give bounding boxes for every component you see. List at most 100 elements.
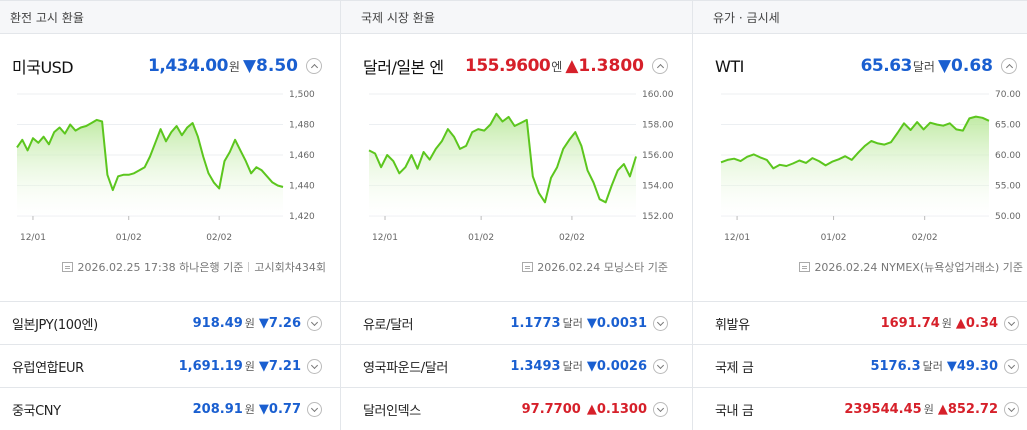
x-tick-label: 01/02 <box>468 233 494 243</box>
list-item[interactable]: 유로/달러 1.1773 달러 ▼0.0031 <box>341 302 692 345</box>
row-value: 1,691.19 <box>178 358 243 374</box>
row-unit: 달러 <box>922 360 943 373</box>
row-change: ▼0.77 <box>258 401 301 417</box>
row-value: 239544.45 <box>844 401 922 417</box>
commodity-change: ▼0.68 <box>937 56 993 76</box>
section-title[interactable]: 국제 시장 환율 <box>341 1 692 34</box>
document-icon <box>522 262 534 272</box>
source-date: 2026.02.24 NYMEX(뉴욕상업거래소) 기준 <box>814 261 1023 274</box>
wti-chart: 70.00 65.00 60.00 55.00 50.00 12/01 01/02 02/02 <box>720 90 1021 243</box>
currency-unit: 엔 <box>551 59 563 74</box>
row-change: ▼0.0031 <box>586 315 647 331</box>
source-meta: 2026.02.25 17:38 하나은행 기준 고시회차434회 <box>62 259 326 275</box>
y-tick-label: 70.00 <box>995 90 1021 100</box>
x-tick-label: 02/02 <box>559 233 585 243</box>
x-tick-label: 02/02 <box>206 233 232 243</box>
expand-chevron-icon[interactable] <box>307 358 322 374</box>
row-change: ▼49.30 <box>946 358 998 374</box>
list-item[interactable]: 국제 금 5176.3 달러 ▼49.30 <box>693 345 1027 388</box>
collapse-chevron-icon[interactable] <box>652 58 668 74</box>
series-area <box>17 119 283 216</box>
list-item[interactable]: 국내 금 239544.45 원 ▲852.72 <box>693 388 1027 430</box>
section-title[interactable]: 환전 고시 환율 <box>0 1 340 34</box>
row-change: ▼0.0026 <box>586 358 647 374</box>
currency-value: 155.9600 <box>465 56 551 76</box>
main-quote[interactable]: 달러/일본 엔 155.9600 엔 ▲1.3800 <box>363 54 668 78</box>
row-unit: 원 <box>244 360 255 373</box>
row-unit: 원 <box>923 403 934 416</box>
expand-chevron-icon[interactable] <box>1004 401 1019 417</box>
row-value: 918.49 <box>192 315 243 331</box>
row-name: 국제 금 <box>715 360 754 376</box>
row-name: 달러인덱스 <box>363 403 421 419</box>
series-area <box>369 113 636 216</box>
exchange-rate-section: 환전 고시 환율 미국USD 1,434.00 원 ▼8.50 1,500 1,4… <box>0 1 341 430</box>
document-icon <box>62 262 74 272</box>
row-change: ▲0.34 <box>955 315 998 331</box>
y-tick-label: 1,440 <box>289 182 315 192</box>
divider <box>248 262 250 272</box>
rate-list: 휘발유 1691.74 원 ▲0.34 국제 금 5176.3 달러 ▼49.3… <box>693 301 1027 430</box>
x-tick-label: 01/02 <box>821 233 847 243</box>
row-name: 유럽연합EUR <box>12 360 84 376</box>
row-change: ▲0.1300 <box>586 401 647 417</box>
expand-chevron-icon[interactable] <box>1004 315 1019 331</box>
list-item[interactable]: 휘발유 1691.74 원 ▲0.34 <box>693 302 1027 345</box>
y-tick-label: 160.00 <box>642 90 674 100</box>
row-unit: 원 <box>244 317 255 330</box>
x-tick-label: 12/01 <box>724 233 750 243</box>
series-line <box>720 115 990 170</box>
expand-chevron-icon[interactable] <box>653 401 668 417</box>
list-item[interactable]: 일본JPY(100엔) 918.49 원 ▼7.26 <box>0 302 340 345</box>
row-value: 5176.3 <box>870 358 921 374</box>
expand-chevron-icon[interactable] <box>307 315 322 331</box>
y-tick-label: 1,500 <box>289 90 315 100</box>
collapse-chevron-icon[interactable] <box>1001 58 1017 74</box>
row-name: 중국CNY <box>12 403 61 419</box>
row-name: 휘발유 <box>715 317 750 333</box>
x-tick-label: 12/01 <box>20 233 46 243</box>
y-tick-label: 154.00 <box>642 182 674 192</box>
row-change: ▼7.21 <box>258 358 301 374</box>
oil-gold-section: 유가 · 금시세 WTI 65.63 달러 ▼0.68 70.00 65.00 60… <box>693 1 1027 430</box>
series-area <box>721 116 989 216</box>
source-date: 2026.02.24 모닝스타 기준 <box>537 261 668 274</box>
row-name: 영국파운드/달러 <box>363 360 448 376</box>
rate-list: 일본JPY(100엔) 918.49 원 ▼7.26 유럽연합EUR 1,691… <box>0 301 340 430</box>
y-tick-label: 152.00 <box>642 212 674 222</box>
y-tick-label: 55.00 <box>995 182 1021 192</box>
list-item[interactable]: 중국CNY 208.91 원 ▼0.77 <box>0 388 340 430</box>
list-item[interactable]: 달러인덱스 97.7700 ▲0.1300 <box>341 388 692 430</box>
row-name: 일본JPY(100엔) <box>12 317 98 333</box>
document-icon <box>799 262 811 272</box>
expand-chevron-icon[interactable] <box>1004 358 1019 374</box>
currency-unit: 원 <box>228 59 240 74</box>
collapse-chevron-icon[interactable] <box>306 58 322 74</box>
main-quote[interactable]: 미국USD 1,434.00 원 ▼8.50 <box>12 54 322 78</box>
list-item[interactable]: 영국파운드/달러 1.3493 달러 ▼0.0026 <box>341 345 692 388</box>
expand-chevron-icon[interactable] <box>653 358 668 374</box>
row-name: 유로/달러 <box>363 317 414 333</box>
y-tick-label: 60.00 <box>995 151 1021 161</box>
main-quote[interactable]: WTI 65.63 달러 ▼0.68 <box>715 54 1017 78</box>
currency-value: 1,434.00 <box>148 56 228 76</box>
y-tick-label: 158.00 <box>642 121 674 131</box>
source-date: 2026.02.25 17:38 하나은행 기준 <box>77 261 244 274</box>
expand-chevron-icon[interactable] <box>653 315 668 331</box>
source-meta: 2026.02.24 모닝스타 기준 <box>522 259 668 275</box>
row-unit: 원 <box>941 317 952 330</box>
rate-list: 유로/달러 1.1773 달러 ▼0.0031 영국파운드/달러 1.3493 … <box>341 301 692 430</box>
y-tick-label: 65.00 <box>995 121 1021 131</box>
list-item[interactable]: 유럽연합EUR 1,691.19 원 ▼7.21 <box>0 345 340 388</box>
commodity-value: 65.63 <box>860 56 913 76</box>
y-tick-label: 1,460 <box>289 151 315 161</box>
expand-chevron-icon[interactable] <box>307 401 322 417</box>
currency-name: 달러/일본 엔 <box>363 58 444 77</box>
row-value: 97.7700 <box>521 401 581 417</box>
row-value: 1.1773 <box>510 315 561 331</box>
commodity-name: WTI <box>715 56 744 76</box>
series-line <box>368 112 637 204</box>
jpy-chart: 160.00 158.00 156.00 154.00 152.00 12/01 01/02… <box>368 90 674 243</box>
row-value: 208.91 <box>192 401 243 417</box>
section-title[interactable]: 유가 · 금시세 <box>693 1 1027 34</box>
